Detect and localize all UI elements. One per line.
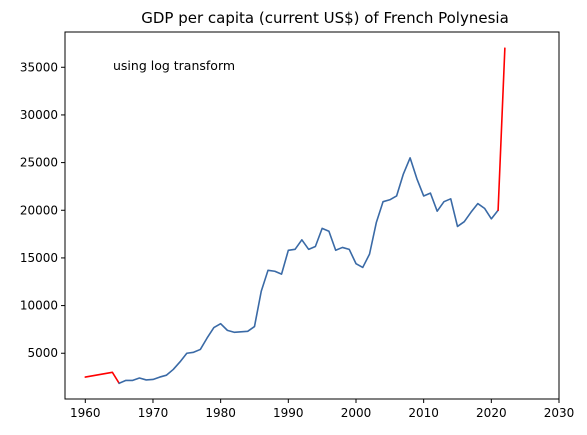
chart-title: GDP per capita (current US$) of French P…	[141, 9, 509, 27]
series-line-0	[84, 371, 120, 385]
axes: 1960 1970 1980 1990 2000 2010 2020 2030 5000 1000…	[20, 60, 574, 420]
y-tick-label: 30000	[20, 108, 58, 122]
x-tick-label: 2020	[476, 406, 507, 420]
x-tick-label: 1960	[70, 406, 101, 420]
x-tick-label: 2000	[341, 406, 372, 420]
y-tick-label: 35000	[20, 60, 58, 74]
plot-frame	[64, 31, 560, 400]
x-tick-label: 1990	[273, 406, 304, 420]
series-line-1	[118, 157, 499, 385]
x-tick-label: 1980	[205, 406, 236, 420]
y-tick-label: 25000	[20, 156, 58, 170]
x-tick-label: 2030	[544, 406, 575, 420]
y-tick-label: 5000	[27, 346, 58, 360]
x-tick-label: 1970	[138, 406, 169, 420]
series-line-2	[497, 47, 506, 212]
x-tick-label: 2010	[408, 406, 439, 420]
chart-annotation: using log transform	[113, 58, 235, 73]
y-tick-label: 20000	[20, 203, 58, 217]
y-tick-label: 10000	[20, 299, 58, 313]
series-group	[84, 47, 506, 385]
y-tick-label: 15000	[20, 251, 58, 265]
